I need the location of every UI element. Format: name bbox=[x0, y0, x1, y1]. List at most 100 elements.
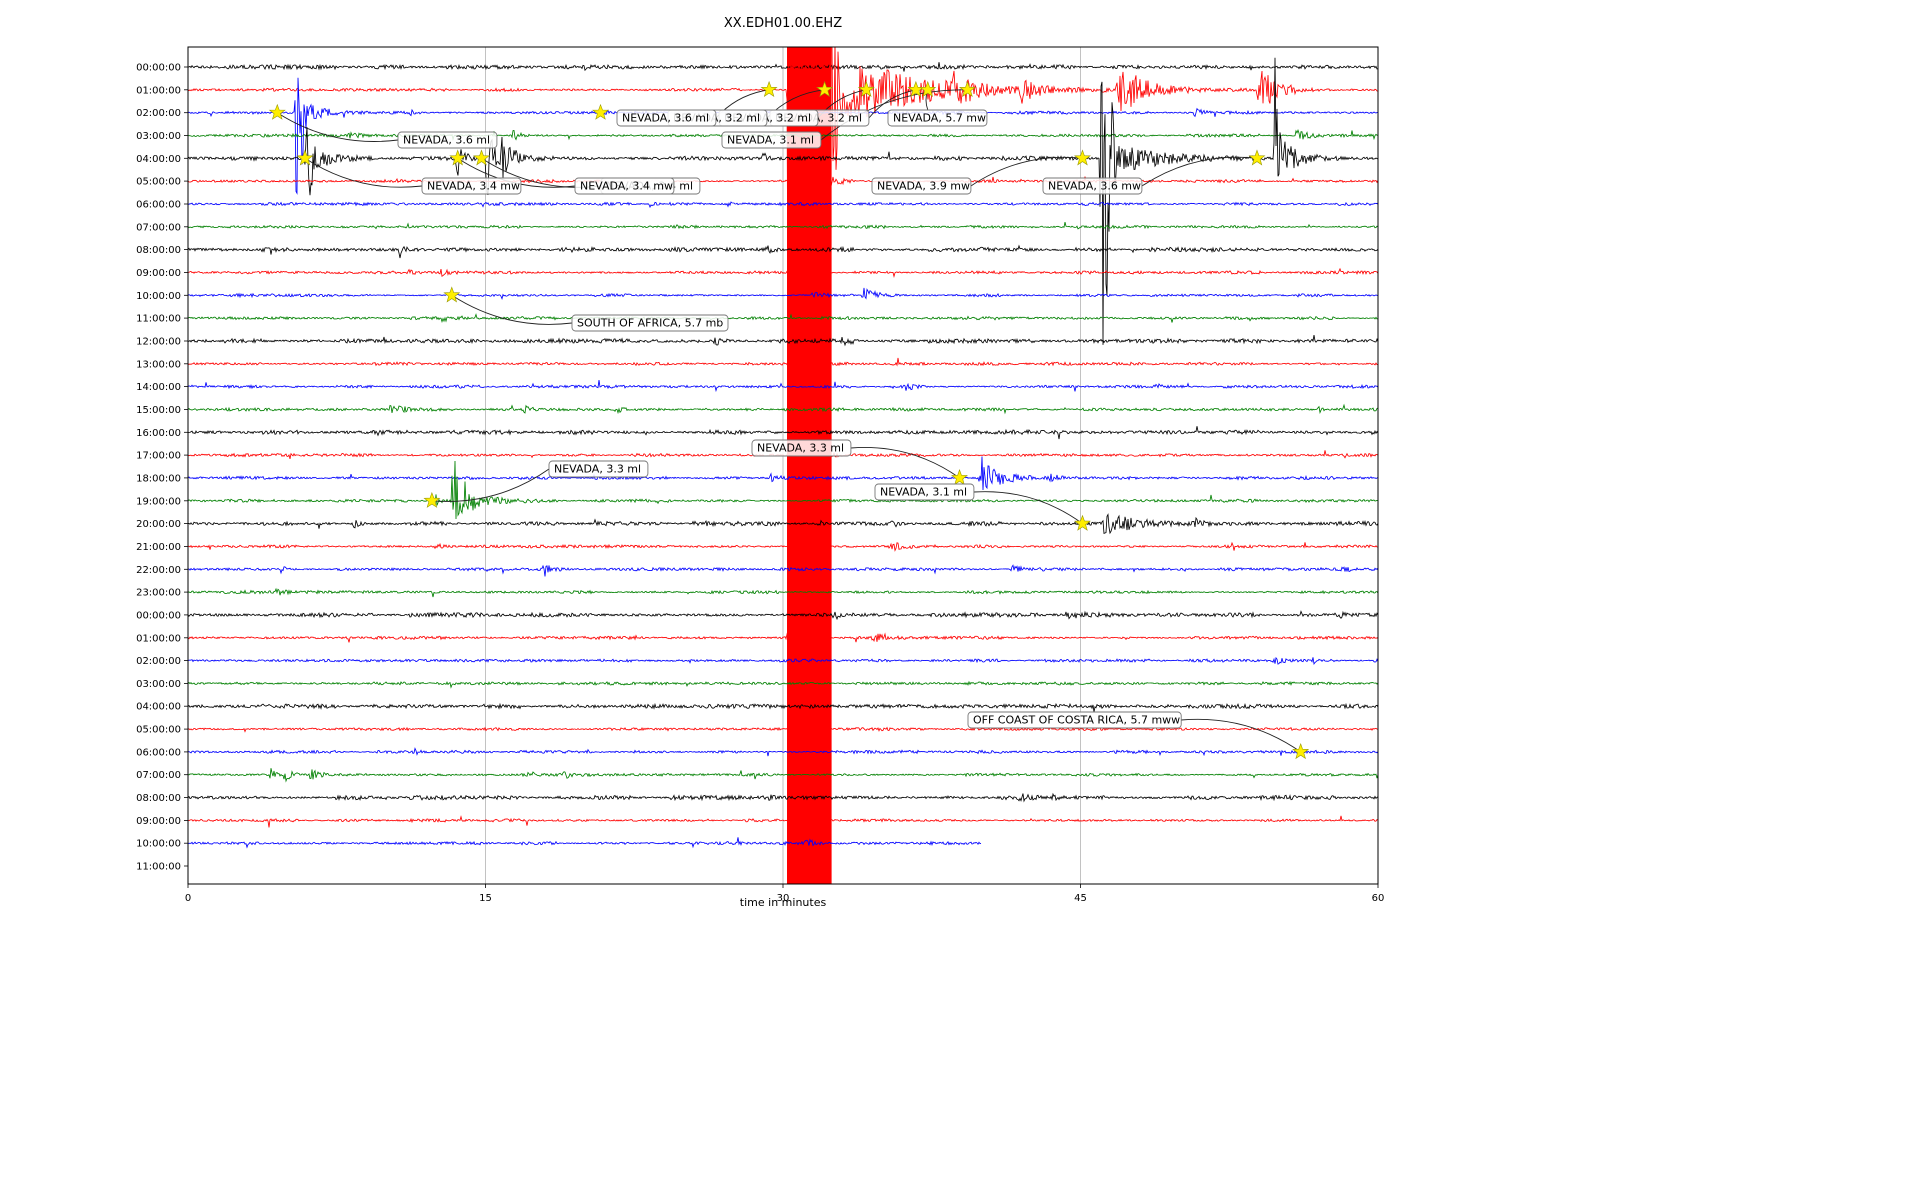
trace-row-13 bbox=[188, 357, 1378, 367]
y-axis-label: 05:00:00 bbox=[136, 177, 181, 188]
event-star-13 bbox=[423, 491, 441, 508]
event-annotation-16: OFF COAST OF COSTA RICA, 5.7 mww bbox=[967, 711, 1182, 729]
event-annotation-label: SOUTH OF AFRICA, 5.7 mb bbox=[577, 317, 723, 330]
event-annotation-label: NEVADA, 3.1 ml bbox=[727, 134, 814, 147]
event-annotation-1: NEVADA, 3.4 mw bbox=[574, 177, 675, 195]
trace-row-10 bbox=[188, 287, 1378, 301]
event-star-0 bbox=[268, 103, 286, 120]
event-annotation-label: NEVADA, 3.4 mw bbox=[580, 180, 673, 193]
x-tick-label: 30 bbox=[777, 893, 790, 904]
event-annotation-label: NEVADA, 3.3 ml bbox=[554, 463, 641, 476]
y-axis-label: 00:00:00 bbox=[136, 610, 181, 621]
trace-row-1 bbox=[188, 47, 1378, 884]
y-axis-label: 06:00:00 bbox=[136, 200, 181, 211]
event-annotation-7: NEVADA, 3.6 ml bbox=[616, 109, 717, 127]
trace-row-30 bbox=[188, 747, 1378, 757]
event-annotation-label: NEVADA, 3.6 ml bbox=[403, 134, 490, 147]
trace-row-7 bbox=[188, 221, 1378, 230]
event-annotation-9: NEVADA, 3.1 ml bbox=[721, 131, 822, 149]
trace-row-23 bbox=[188, 587, 1378, 598]
y-axis-label: 14:00:00 bbox=[136, 382, 181, 393]
trace-row-18 bbox=[188, 456, 1378, 491]
event-annotation-2: NEVADA, 3.4 mw bbox=[421, 177, 522, 195]
trace-row-4 bbox=[188, 57, 1378, 345]
x-tick-label: 15 bbox=[479, 893, 492, 904]
trace-row-24 bbox=[188, 610, 1378, 621]
y-axis-label: 01:00:00 bbox=[136, 85, 181, 96]
y-axis-label: 16:00:00 bbox=[136, 428, 181, 439]
y-axis-label: 06:00:00 bbox=[136, 747, 181, 758]
event-annotation-10: NEVADA, 3.9 mw bbox=[871, 177, 972, 195]
y-axis-label: 05:00:00 bbox=[136, 725, 181, 736]
trace-row-28 bbox=[188, 702, 1378, 713]
event-star-4 bbox=[592, 103, 609, 120]
trace-row-31 bbox=[188, 768, 1378, 783]
y-axis-label: 17:00:00 bbox=[136, 451, 181, 462]
event-star-12 bbox=[951, 469, 968, 486]
trace-row-9 bbox=[188, 267, 1378, 279]
event-annotation-label: NEVADA, 3.3 ml bbox=[757, 442, 844, 455]
event-star-9 bbox=[919, 80, 937, 98]
event-annotation-label: NEVADA, 3.6 mw bbox=[1048, 180, 1141, 193]
trace-row-25 bbox=[188, 632, 1378, 643]
event-star-1 bbox=[296, 149, 314, 166]
trace-row-6 bbox=[188, 201, 1378, 209]
trace-row-16 bbox=[188, 426, 1378, 440]
event-star-17 bbox=[1292, 743, 1310, 760]
trace-row-32 bbox=[188, 792, 1378, 803]
trace-row-12 bbox=[188, 335, 1378, 347]
y-axis-label: 00:00:00 bbox=[136, 63, 181, 74]
trace-row-26 bbox=[188, 656, 1378, 665]
trace-row-0 bbox=[188, 62, 1378, 72]
y-axis-label: 09:00:00 bbox=[136, 816, 181, 827]
event-annotation-3: NEVADA, 3.6 ml bbox=[397, 131, 498, 149]
trace-row-29 bbox=[188, 726, 1378, 733]
y-axis-label: 02:00:00 bbox=[136, 656, 181, 667]
y-axis-label: 15:00:00 bbox=[136, 405, 181, 416]
trace-row-22 bbox=[188, 564, 1378, 577]
y-axis-label: 08:00:00 bbox=[136, 793, 181, 804]
trace-row-5 bbox=[188, 175, 1378, 187]
y-axis-label: 12:00:00 bbox=[136, 337, 181, 348]
event-annotation-11: NEVADA, 3.6 mw bbox=[1042, 177, 1143, 195]
event-annotation-8: NEVADA, 5.7 mw bbox=[887, 109, 988, 127]
trace-row-34 bbox=[188, 837, 982, 849]
y-axis-label: 19:00:00 bbox=[136, 496, 181, 507]
y-axis-label: 18:00:00 bbox=[136, 473, 181, 484]
y-axis-label: 21:00:00 bbox=[136, 542, 181, 553]
event-annotation-15: NEVADA, 3.1 ml bbox=[874, 483, 975, 501]
event-star-16 bbox=[1248, 149, 1266, 166]
axes: 00:00:00 01:00:00 02:00:00 03:00:00 04:00:00… bbox=[136, 46, 1385, 904]
y-axis-label: 10:00:00 bbox=[136, 291, 181, 302]
annotation-connectors bbox=[277, 89, 1301, 753]
event-star-7 bbox=[857, 80, 875, 98]
event-annotation-label: NEVADA, 3.1 ml bbox=[880, 486, 967, 499]
event-star-15 bbox=[1074, 149, 1091, 166]
y-axis-label: 22:00:00 bbox=[136, 565, 181, 576]
trace-row-11 bbox=[188, 313, 1378, 324]
y-axis-label: 04:00:00 bbox=[136, 154, 181, 165]
y-axis-label: 23:00:00 bbox=[136, 588, 181, 599]
x-tick-label: 60 bbox=[1372, 893, 1385, 904]
event-star-6 bbox=[816, 80, 834, 98]
trace-row-19 bbox=[188, 460, 1378, 520]
event-star-3 bbox=[473, 149, 490, 166]
x-tick-label: 45 bbox=[1074, 893, 1087, 904]
y-axis-label: 09:00:00 bbox=[136, 268, 181, 279]
x-axis-label: time in minutes bbox=[739, 896, 827, 909]
trace-row-8 bbox=[188, 244, 1378, 259]
x-tick-label: 0 bbox=[185, 893, 191, 904]
trace-row-15 bbox=[188, 403, 1378, 415]
event-star-2 bbox=[449, 149, 467, 166]
y-axis-label: 07:00:00 bbox=[136, 770, 181, 781]
trace-row-21 bbox=[188, 541, 1378, 552]
trace-row-20 bbox=[188, 513, 1378, 535]
y-axis-label: 04:00:00 bbox=[136, 702, 181, 713]
event-annotation-label: NEVADA, 5.7 mw bbox=[893, 112, 986, 125]
event-annotation-label: NEVADA, 3.6 ml bbox=[622, 112, 709, 125]
trace-row-33 bbox=[188, 815, 1378, 828]
event-stars bbox=[268, 80, 1310, 760]
y-axis-label: 08:00:00 bbox=[136, 245, 181, 256]
